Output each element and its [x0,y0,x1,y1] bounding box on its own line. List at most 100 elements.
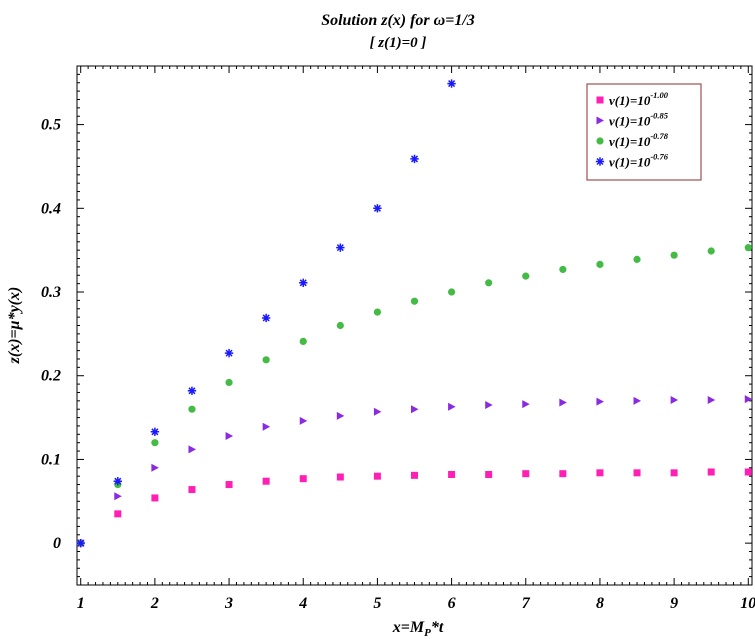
data-point [559,470,567,478]
data-point [485,401,493,410]
data-point [299,337,307,346]
data-point [336,243,345,252]
y-tick-label: 0.3 [41,284,61,301]
y-tick-label: 0 [53,535,61,552]
x-tick-label: 5 [373,595,381,612]
data-point [373,204,382,213]
data-point [485,471,493,479]
x-tick-label: 2 [150,595,159,612]
data-point [485,279,493,287]
data-point [411,471,418,479]
data-point [336,473,344,481]
x-tick-label: 10 [740,595,755,612]
data-point [299,278,308,288]
legend-label-base: v(1)=10 [609,114,651,129]
legend-label-exponent: -0.85 [650,111,668,121]
y-tick-label: 0.4 [41,200,61,217]
data-point [299,475,307,483]
chart-title: Solution z(x) for ω=1/3 [321,12,475,29]
x-tick-label: 6 [448,595,456,612]
x-tick-label: 3 [224,595,233,612]
data-point [114,492,122,501]
data-point [225,431,234,440]
data-point [559,398,567,407]
data-point [151,439,159,447]
y-tick-labels: 0 0.1 0.2 0.3 0.4 0.5 [41,117,61,553]
y-tick-label: 0.5 [41,117,61,134]
data-point [187,386,197,395]
series-layer [76,79,753,548]
legend-box [586,83,702,181]
legend-label-exponent: -0.78 [650,131,668,141]
data-point [670,469,678,477]
legend-label: v(1)=10-1.00 [609,90,669,108]
data-point [261,313,271,323]
legend: v(1)=10-1.00v(1)=10-0.85v(1)=10-0.78v(1)… [586,83,702,181]
x-tick-label: 8 [596,595,604,612]
data-point [113,477,122,486]
data-point [188,445,196,454]
legend-marker [596,137,604,145]
data-point [633,469,641,477]
data-point [447,79,456,88]
data-point [448,402,456,411]
data-point [410,297,419,305]
legend-marker [596,116,604,125]
data-point [596,260,604,268]
data-point [188,486,196,494]
data-point [262,477,270,485]
legend-label-base: v(1)=10 [609,93,651,108]
y-tick-label: 0.2 [41,368,61,385]
series-1 [77,468,752,547]
data-point [670,396,679,405]
x-tick-label: 1 [77,595,85,612]
data-point [596,469,604,477]
data-point [299,416,308,425]
x-axis-label-main: x=M [392,619,425,636]
data-point [448,471,456,479]
data-point [744,468,752,476]
data-point [670,251,678,259]
y-axis-label: z(x)=μ*y(x) [6,287,23,365]
legend-marker [596,96,604,104]
legend-label-base: v(1)=10 [609,134,651,149]
chart-subtitle: [ z(1)=0 ] [370,35,427,51]
data-point [373,308,382,316]
data-point [707,468,715,476]
data-point [633,255,641,263]
data-point [522,400,530,409]
data-point [522,470,530,478]
x-tick-labels: 1 2 3 4 5 6 7 8 9 10 [77,595,755,612]
data-point [373,407,382,416]
legend-label: v(1)=10-0.76 [609,152,669,170]
series-4 [76,79,456,548]
data-point [744,395,753,404]
data-point [707,247,715,255]
data-point [373,472,381,480]
x-axis-label-sub: P [424,627,431,639]
legend-label-base: v(1)=10 [609,155,651,170]
data-point [262,356,270,364]
x-axis-label: x=MP*t [392,619,444,639]
data-point [410,154,419,164]
data-point [411,405,419,414]
data-point [151,494,159,502]
legend-label: v(1)=10-0.85 [609,111,669,129]
data-point [224,348,234,358]
x-tick-label: 9 [670,595,678,612]
data-point [559,265,567,274]
legend-label-exponent: -0.76 [650,152,668,162]
data-point [225,481,233,489]
data-point [596,397,604,406]
data-point [188,405,196,413]
y-tick-label: 0.1 [41,451,61,468]
data-point [225,378,233,387]
series-2 [77,395,753,548]
x-axis-label-rest: *t [431,619,444,636]
data-point [744,244,752,252]
data-point [150,427,160,437]
data-point [114,510,122,518]
x-tick-label: 4 [298,595,307,612]
data-point [447,288,456,296]
